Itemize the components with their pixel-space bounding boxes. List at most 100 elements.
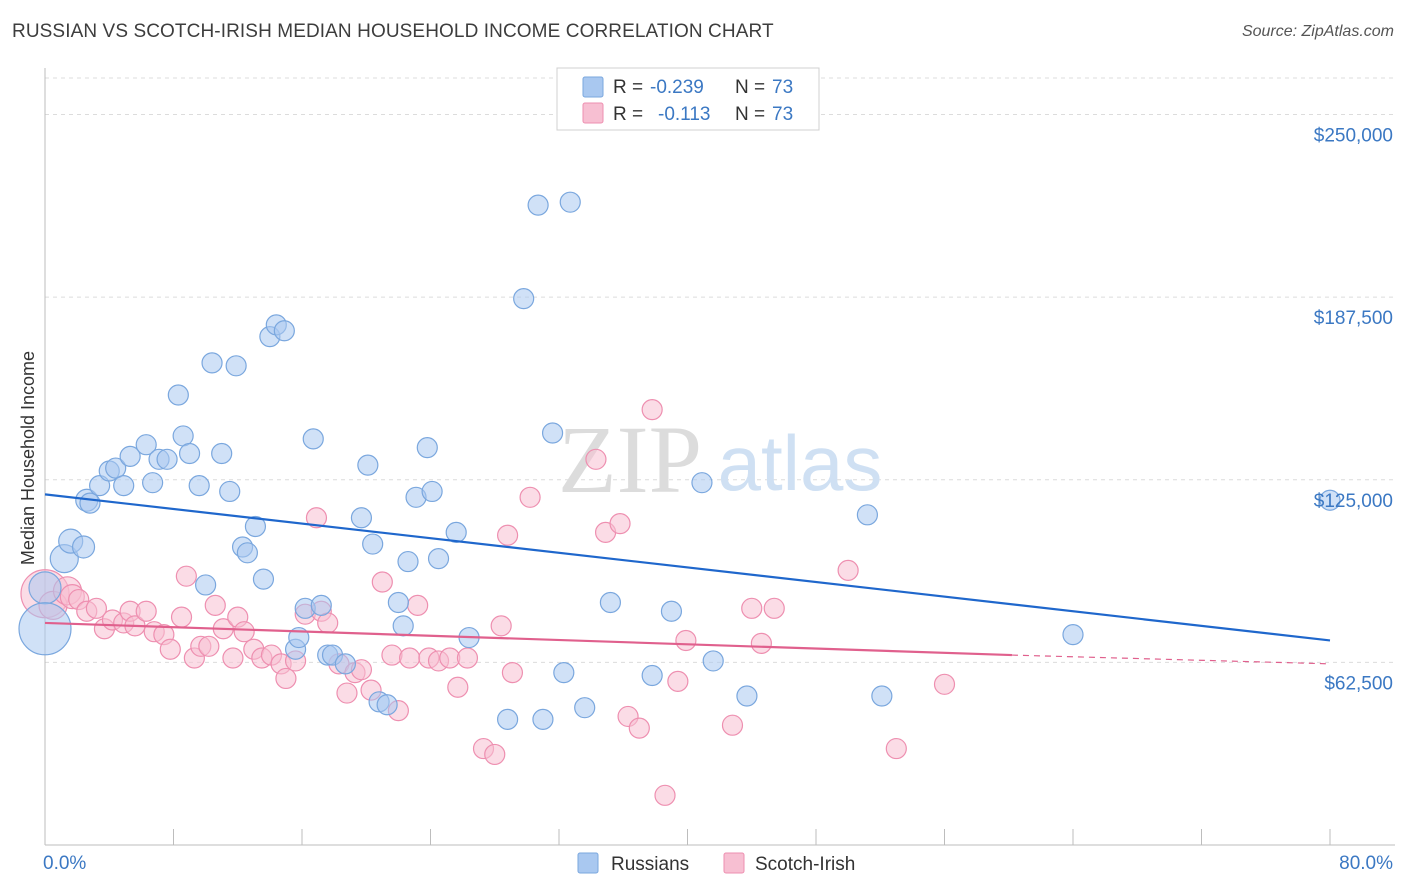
scotch-irish-point xyxy=(381,644,403,666)
scotch-irish-point xyxy=(399,647,421,669)
russians-points xyxy=(18,191,1341,730)
y-tick-labels: $62,500 $125,000 $187,500 $250,000 xyxy=(1314,126,1393,695)
y-axis-label: Median Household Income xyxy=(18,351,38,565)
legend-n-value-russians: 73 xyxy=(772,77,793,98)
y-tick-label: $187,500 xyxy=(1314,308,1393,329)
russians-trend-line xyxy=(44,493,1331,642)
scotch-irish-point xyxy=(336,682,358,704)
bottom-legend-russians: Russians xyxy=(611,854,689,875)
russians-point xyxy=(416,437,438,459)
russians-point xyxy=(201,352,223,374)
y-tick-label: $125,000 xyxy=(1314,491,1393,512)
legend-r-label-russians: R = xyxy=(613,77,643,98)
scotch-irish-point xyxy=(233,621,255,643)
russians-point xyxy=(376,694,398,716)
russians-point xyxy=(89,475,111,497)
russians-point xyxy=(527,194,549,216)
russians-point xyxy=(252,568,275,590)
russians-point xyxy=(350,507,373,529)
russians-point xyxy=(1062,624,1084,646)
scotch-irish-point xyxy=(885,737,907,760)
russians-point xyxy=(156,448,178,470)
scotch-irish-point xyxy=(275,667,297,690)
russians-point xyxy=(532,708,554,730)
scotch-irish-point xyxy=(85,597,108,619)
russians-point xyxy=(142,472,164,494)
bottom-legend: Russians Scotch-Irish xyxy=(577,852,855,875)
legend-n-label-russians: N = xyxy=(735,77,765,98)
scotch-irish-point xyxy=(305,507,328,529)
scotch-irish-point xyxy=(484,743,506,766)
bottom-legend-scotch-irish: Scotch-Irish xyxy=(755,854,855,875)
russians-point xyxy=(167,384,189,406)
russians-point xyxy=(28,571,62,605)
scotch-irish-point xyxy=(204,594,226,617)
russians-point xyxy=(691,472,713,494)
scotch-irish-point xyxy=(519,486,541,508)
russians-point xyxy=(244,515,267,538)
legend-r-value-scotch-irish: -0.113 xyxy=(658,104,710,125)
russians-point xyxy=(641,664,663,687)
scotch-irish-point xyxy=(222,647,244,669)
scotch-irish-point xyxy=(585,448,607,470)
y-tick-label: $62,500 xyxy=(1324,673,1393,694)
russians-point xyxy=(445,521,467,543)
axes xyxy=(44,68,1395,846)
russians-point xyxy=(211,442,233,465)
scotch-irish-point xyxy=(654,784,676,806)
russians-point xyxy=(188,475,210,497)
russians-point xyxy=(497,708,519,730)
russians-point xyxy=(105,457,127,479)
legend-r-value-russians: -0.239 xyxy=(650,77,704,98)
bottom-legend-swatch-scotch-irish xyxy=(723,852,745,874)
scotch-irish-point xyxy=(837,559,859,581)
russians-point xyxy=(225,355,247,377)
russians-point xyxy=(310,594,332,617)
x-tick-label-min: 0.0% xyxy=(43,853,86,874)
scotch-irish-point xyxy=(170,606,193,628)
russians-point xyxy=(219,480,241,503)
scotch-irish-point xyxy=(371,571,393,593)
russians-point xyxy=(513,288,535,310)
legend-n-label-scotch-irish: N = xyxy=(735,104,765,125)
russians-point xyxy=(387,591,409,614)
russians-point xyxy=(357,454,379,476)
scotch-irish-point xyxy=(159,638,181,660)
russians-point xyxy=(574,697,596,719)
legend-swatch-scotch-irish xyxy=(582,102,604,124)
russians-point xyxy=(273,320,295,342)
legend-box: R = -0.239 N = 73 R = -0.113 N = 73 xyxy=(556,67,820,131)
russians-point xyxy=(736,685,758,707)
russians-point xyxy=(302,428,324,450)
scotch-irish-point xyxy=(175,565,197,587)
legend-swatch-russians xyxy=(582,76,604,98)
scotch-irish-point xyxy=(447,676,469,698)
scotch-irish-point xyxy=(490,615,512,637)
russians-point xyxy=(362,533,384,555)
russians-point xyxy=(392,615,414,637)
scotch-irish-point xyxy=(497,524,519,546)
russians-point xyxy=(397,550,419,573)
scotch-irish-point xyxy=(407,594,429,617)
russians-point xyxy=(79,492,101,514)
watermark: ZIP atlas xyxy=(558,406,882,513)
russians-point xyxy=(553,662,575,684)
russians-point xyxy=(856,504,879,526)
scotch-irish-point xyxy=(439,647,461,669)
russians-point xyxy=(18,602,72,656)
scotch-irish-point xyxy=(721,714,744,736)
scotch-irish-trend-extension xyxy=(1011,654,1331,665)
russians-point xyxy=(334,653,356,675)
trend-lines xyxy=(44,493,1331,665)
russians-point xyxy=(871,685,893,707)
bottom-legend-swatch-russians xyxy=(577,852,599,874)
russians-point xyxy=(113,475,135,497)
watermark-zip: ZIP xyxy=(558,406,702,513)
russians-point xyxy=(427,548,450,570)
russians-point xyxy=(119,445,141,467)
russians-point xyxy=(660,600,683,622)
scotch-irish-point xyxy=(198,635,220,657)
scotch-irish-point xyxy=(667,670,689,692)
watermark-atlas: atlas xyxy=(718,419,883,507)
